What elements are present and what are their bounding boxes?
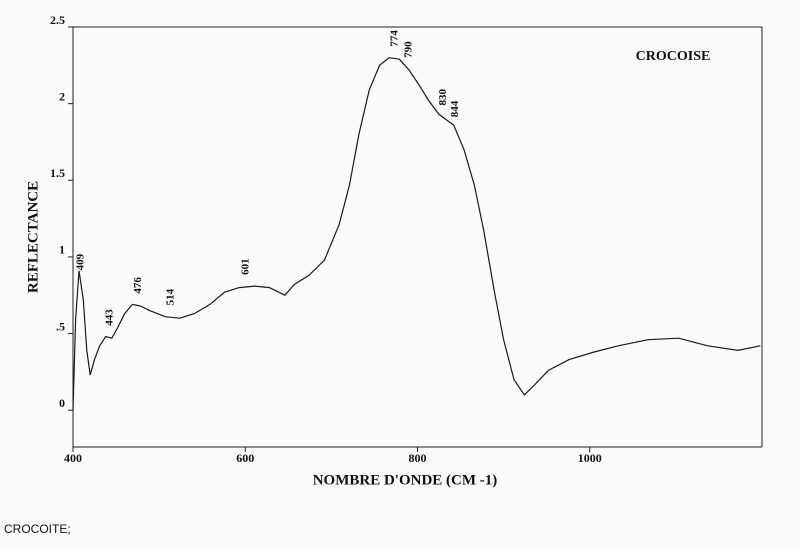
peak-label: 774 (389, 30, 401, 47)
y-tick-label: 1.5 (50, 166, 65, 180)
peak-label: 830 (437, 89, 449, 106)
chart-title: CROCOISE (636, 49, 711, 64)
x-tick-label: 1000 (578, 451, 602, 465)
peak-label: 844 (449, 100, 461, 117)
y-axis-label: REFLECTANCE (25, 181, 41, 293)
peak-label: 790 (402, 41, 414, 58)
caption: CROCOITE; (4, 522, 71, 536)
x-tick-label: 800 (409, 451, 427, 465)
y-tick-label: 0 (59, 396, 65, 410)
y-tick-label: 1 (59, 243, 65, 257)
x-axis-label: NOMBRE D'ONDE (CM -1) (313, 472, 498, 488)
peak-label: 409 (74, 253, 86, 270)
peak-label: 514 (165, 288, 177, 305)
y-tick-label: 2.5 (50, 13, 65, 27)
x-tick-label: 400 (64, 451, 82, 465)
peak-label: 443 (104, 309, 116, 326)
spectrum-line (72, 57, 761, 411)
y-tick-label: .5 (56, 319, 65, 333)
peak-label: 476 (132, 277, 144, 294)
y-tick-label: 2 (59, 89, 65, 103)
peak-label: 601 (240, 258, 252, 275)
x-tick-label: 600 (236, 451, 254, 465)
